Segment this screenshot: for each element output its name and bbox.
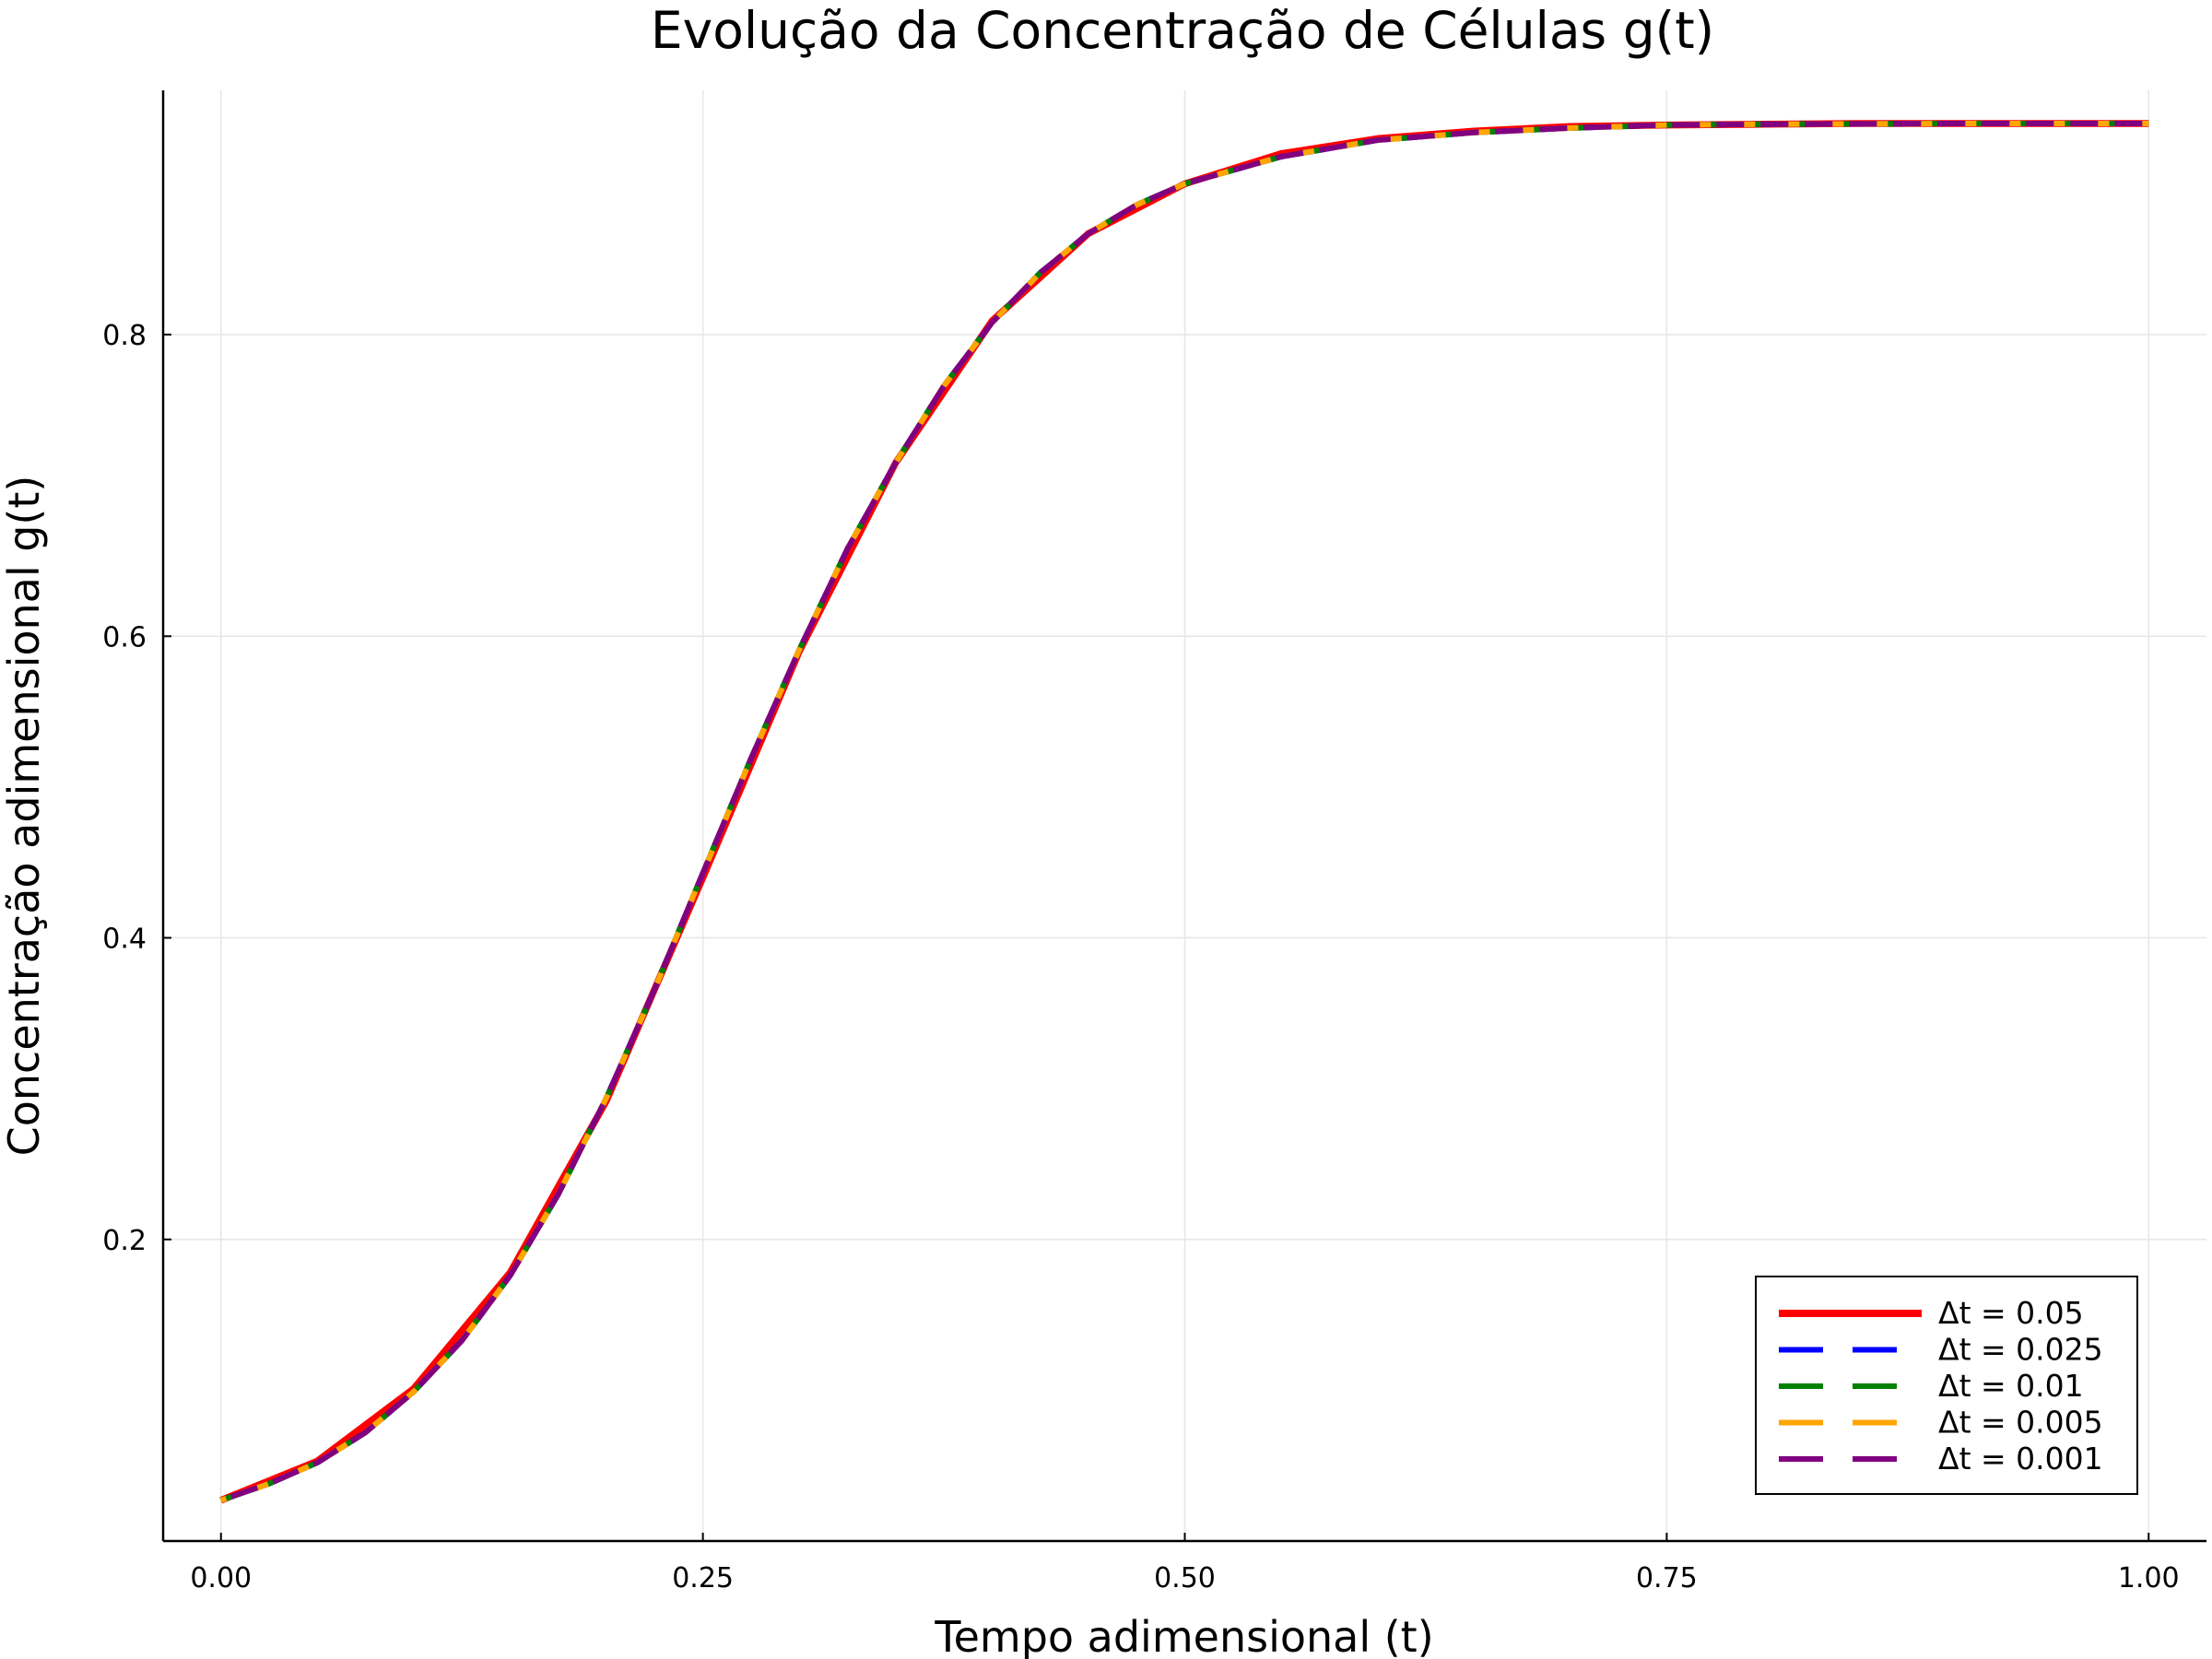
grid xyxy=(163,90,2206,1541)
x-tick-label: 0.50 xyxy=(1154,1562,1216,1594)
x-axis-title: Tempo adimensional (t) xyxy=(934,1612,1433,1659)
x-tick-label: 0.25 xyxy=(672,1562,734,1594)
x-tick-label: 0.75 xyxy=(1636,1562,1698,1594)
legend-label: Δt = 0.05 xyxy=(1938,1295,2084,1331)
series-line xyxy=(219,121,2149,1503)
y-tick-label: 0.8 xyxy=(102,320,147,352)
chart-title: Evolução da Concentração de Células g(t) xyxy=(651,1,1714,60)
legend-label: Δt = 0.025 xyxy=(1938,1332,2103,1368)
legend-label: Δt = 0.001 xyxy=(1938,1441,2103,1477)
y-axis-title: Concentração adimensional g(t) xyxy=(0,476,49,1157)
y-tick-label: 0.6 xyxy=(102,621,147,653)
legend-label: Δt = 0.01 xyxy=(1938,1368,2084,1404)
x-tick-label: 1.00 xyxy=(2118,1562,2180,1594)
y-tick-label: 0.2 xyxy=(102,1225,147,1257)
y-tick-label: 0.4 xyxy=(102,924,147,956)
legend-label: Δt = 0.005 xyxy=(1938,1405,2103,1441)
x-tick-label: 0.00 xyxy=(190,1562,252,1594)
series-group xyxy=(219,120,2149,1504)
ticks: 0.00 0.25 0.50 0.75 1.00 0.2 0.4 0.6 0.8 xyxy=(102,320,2179,1594)
